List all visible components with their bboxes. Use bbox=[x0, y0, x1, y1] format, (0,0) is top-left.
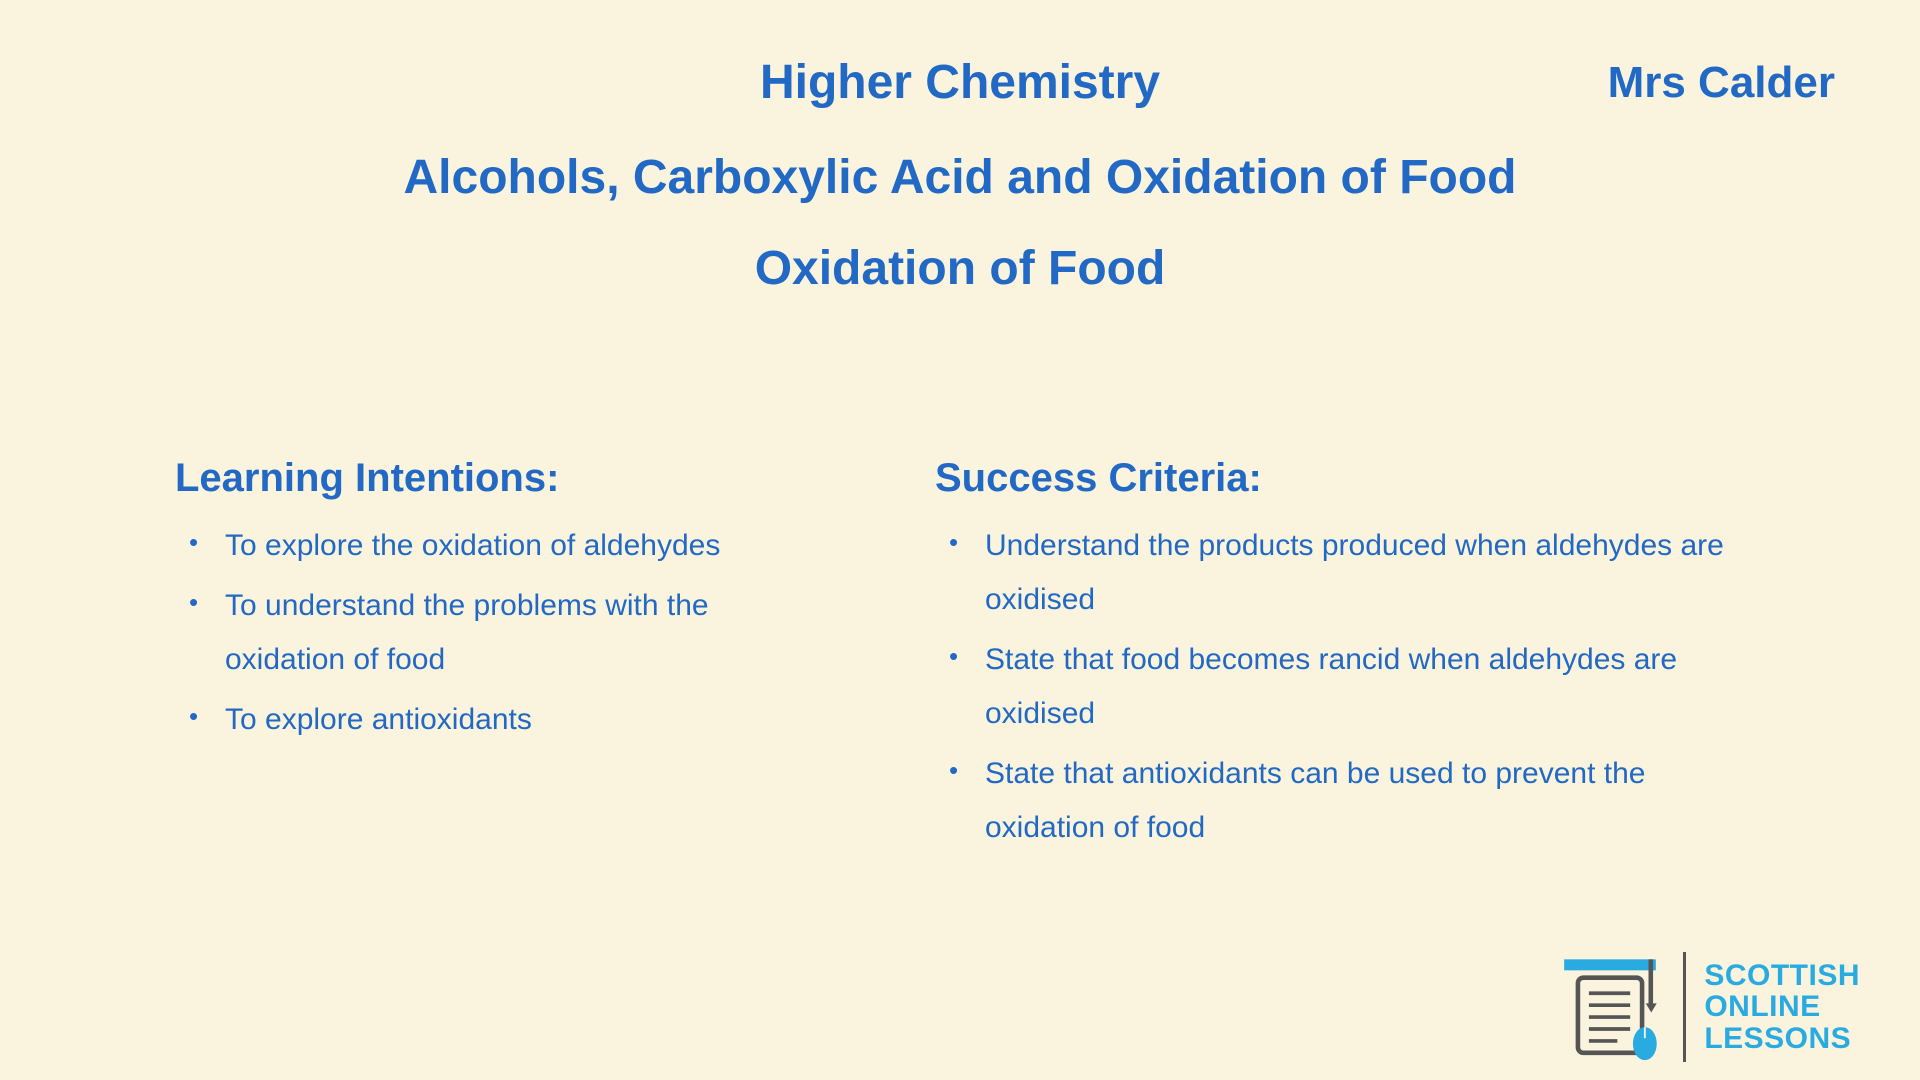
list-item: To explore antioxidants bbox=[175, 693, 835, 747]
lesson-title: Oxidation of Food bbox=[0, 241, 1920, 296]
logo-line-1: SCOTTISH bbox=[1704, 960, 1860, 992]
list-item: Understand the products produced when al… bbox=[935, 519, 1745, 627]
teacher-name: Mrs Calder bbox=[1608, 58, 1835, 108]
success-criteria-heading: Success Criteria: bbox=[935, 456, 1745, 501]
content-columns: Learning Intentions: To explore the oxid… bbox=[0, 456, 1920, 861]
logo-line-3: LESSONS bbox=[1704, 1023, 1860, 1055]
learning-intentions-list: To explore the oxidation of aldehydes To… bbox=[175, 519, 835, 747]
list-item: State that food becomes rancid when alde… bbox=[935, 633, 1745, 741]
logo-divider bbox=[1683, 952, 1686, 1062]
list-item: To understand the problems with the oxid… bbox=[175, 579, 835, 687]
brand-logo: SCOTTISH ONLINE LESSONS bbox=[1555, 952, 1860, 1062]
list-item: State that antioxidants can be used to p… bbox=[935, 747, 1745, 855]
success-criteria-list: Understand the products produced when al… bbox=[935, 519, 1745, 855]
learning-intentions-column: Learning Intentions: To explore the oxid… bbox=[175, 456, 835, 861]
list-item: To explore the oxidation of aldehydes bbox=[175, 519, 835, 573]
learning-intentions-heading: Learning Intentions: bbox=[175, 456, 835, 501]
course-title: Higher Chemistry bbox=[760, 55, 1160, 110]
success-criteria-column: Success Criteria: Understand the product… bbox=[935, 456, 1745, 861]
lessons-icon bbox=[1555, 952, 1665, 1062]
logo-line-2: ONLINE bbox=[1704, 991, 1860, 1023]
logo-text: SCOTTISH ONLINE LESSONS bbox=[1704, 960, 1860, 1055]
slide-header: Higher Chemistry Mrs Calder bbox=[0, 0, 1920, 110]
topic-title: Alcohols, Carboxylic Acid and Oxidation … bbox=[0, 150, 1920, 205]
